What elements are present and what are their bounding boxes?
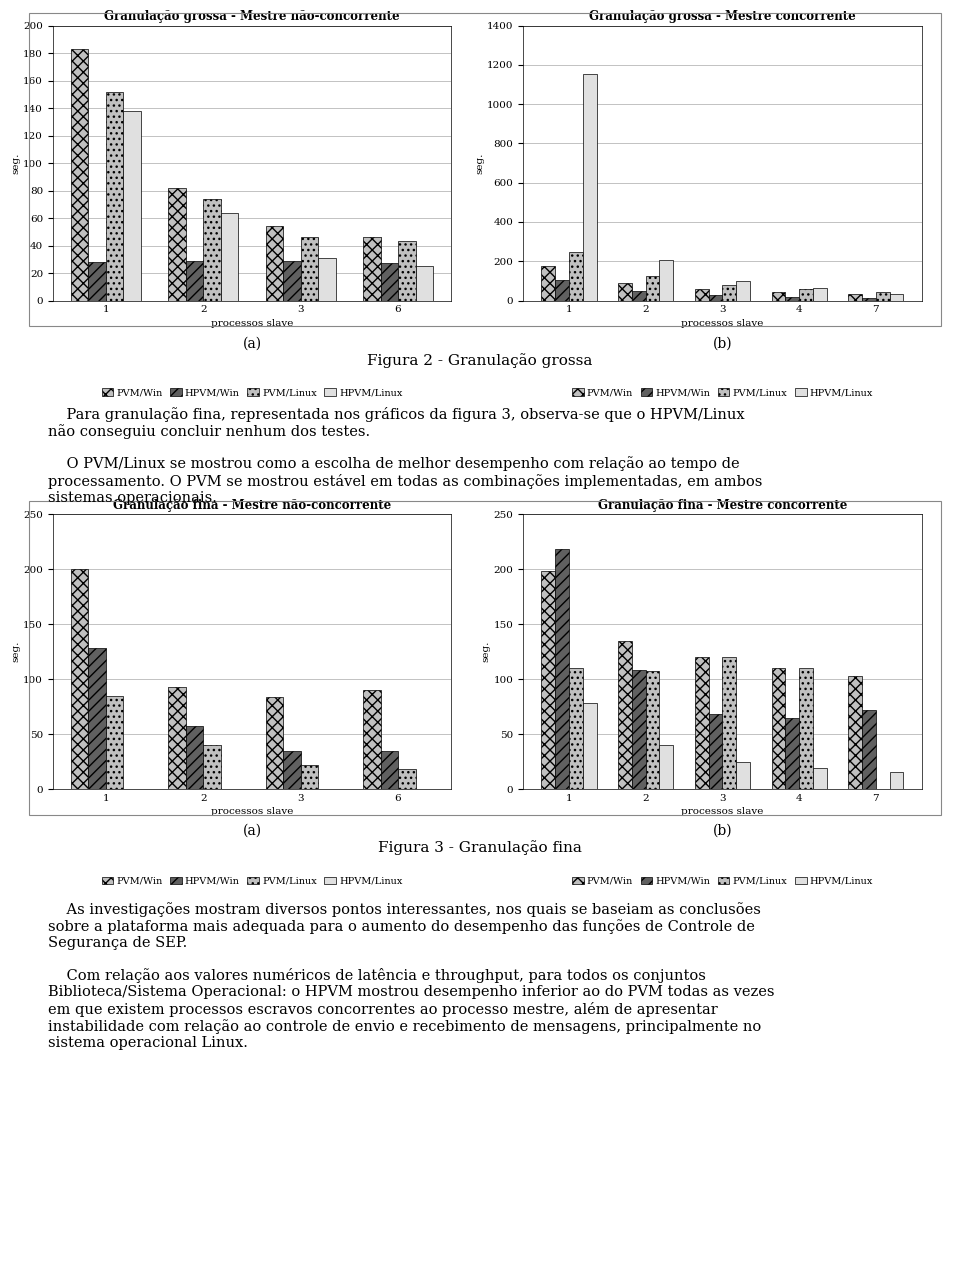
Text: Figura 3 - Granulação fina: Figura 3 - Granulação fina bbox=[378, 840, 582, 856]
Bar bbox=[632, 290, 646, 301]
Bar bbox=[890, 771, 903, 789]
Bar bbox=[363, 238, 380, 301]
Title: Granulação grossa - Mestre concorrente: Granulação grossa - Mestre concorrente bbox=[589, 10, 855, 23]
Text: Figura 2 - Granulação grossa: Figura 2 - Granulação grossa bbox=[368, 353, 592, 368]
Bar bbox=[708, 715, 722, 789]
Bar bbox=[88, 648, 106, 789]
Bar bbox=[646, 671, 660, 789]
Title: Granulação fina - Mestre não-concorrente: Granulação fina - Mestre não-concorrente bbox=[113, 499, 391, 512]
Bar bbox=[555, 280, 569, 301]
Bar bbox=[722, 285, 736, 301]
Bar bbox=[124, 111, 141, 301]
Bar bbox=[876, 293, 890, 301]
Bar bbox=[583, 703, 596, 789]
Bar bbox=[541, 266, 555, 301]
Bar bbox=[862, 710, 876, 789]
Y-axis label: seg.: seg. bbox=[482, 641, 491, 663]
Bar bbox=[583, 74, 596, 301]
Bar bbox=[695, 289, 708, 301]
X-axis label: processos slave: processos slave bbox=[682, 807, 763, 816]
Y-axis label: seg.: seg. bbox=[475, 152, 484, 174]
Bar bbox=[88, 262, 106, 301]
Bar bbox=[300, 238, 318, 301]
Bar bbox=[632, 670, 646, 789]
Text: O PVM/Linux se mostrou como a escolha de melhor desempenho com relação ao tempo : O PVM/Linux se mostrou como a escolha de… bbox=[48, 457, 762, 505]
Y-axis label: seg.: seg. bbox=[12, 641, 20, 663]
Bar bbox=[772, 668, 785, 789]
Bar bbox=[266, 697, 283, 789]
Bar bbox=[318, 258, 336, 301]
Bar bbox=[722, 657, 736, 789]
Bar bbox=[799, 289, 813, 301]
Bar bbox=[541, 572, 555, 789]
Bar bbox=[849, 675, 862, 789]
Bar bbox=[785, 297, 799, 301]
Legend: PVM/Win, HPVM/Win, PVM/Linux, HPVM/Linux: PVM/Win, HPVM/Win, PVM/Linux, HPVM/Linux bbox=[99, 385, 405, 400]
Text: Com relação aos valores numéricos de latência e throughput, para todos os conjun: Com relação aos valores numéricos de lat… bbox=[48, 968, 775, 1050]
Bar bbox=[186, 726, 204, 789]
Y-axis label: seg.: seg. bbox=[12, 152, 20, 174]
Bar bbox=[890, 294, 903, 301]
Bar bbox=[708, 294, 722, 301]
Bar bbox=[799, 668, 813, 789]
Bar bbox=[363, 691, 380, 789]
Bar bbox=[736, 761, 750, 789]
Bar bbox=[204, 746, 221, 789]
Bar bbox=[398, 242, 416, 301]
Bar bbox=[813, 288, 827, 301]
Bar bbox=[266, 226, 283, 301]
Bar bbox=[186, 261, 204, 301]
X-axis label: processos slave: processos slave bbox=[211, 318, 293, 327]
Bar bbox=[398, 770, 416, 789]
X-axis label: processos slave: processos slave bbox=[211, 807, 293, 816]
Bar bbox=[283, 261, 300, 301]
Bar bbox=[204, 198, 221, 301]
Bar bbox=[380, 751, 398, 789]
Bar bbox=[660, 746, 673, 789]
Bar bbox=[618, 283, 632, 301]
Bar bbox=[569, 252, 583, 301]
Bar bbox=[300, 765, 318, 789]
Text: (b): (b) bbox=[712, 336, 732, 350]
Bar bbox=[106, 696, 124, 789]
Legend: PVM/Win, HPVM/Win, PVM/Linux, HPVM/Linux: PVM/Win, HPVM/Win, PVM/Linux, HPVM/Linux bbox=[569, 874, 876, 889]
Title: Granulação fina - Mestre concorrente: Granulação fina - Mestre concorrente bbox=[598, 499, 847, 512]
Bar bbox=[646, 276, 660, 301]
Legend: PVM/Win, HPVM/Win, PVM/Linux, HPVM/Linux: PVM/Win, HPVM/Win, PVM/Linux, HPVM/Linux bbox=[99, 874, 405, 889]
Bar bbox=[416, 266, 433, 301]
Bar bbox=[785, 718, 799, 789]
Bar bbox=[736, 281, 750, 301]
Bar bbox=[813, 769, 827, 789]
Bar bbox=[221, 212, 238, 301]
Title: Granulação grossa - Mestre não-concorrente: Granulação grossa - Mestre não-concorren… bbox=[105, 10, 399, 23]
Bar bbox=[71, 569, 88, 789]
Text: (a): (a) bbox=[243, 336, 261, 350]
Text: Para granulação fina, representada nos gráficos da figura 3, observa-se que o HP: Para granulação fina, representada nos g… bbox=[48, 407, 745, 439]
Bar bbox=[849, 294, 862, 301]
X-axis label: processos slave: processos slave bbox=[682, 318, 763, 327]
Text: (b): (b) bbox=[712, 824, 732, 838]
Bar bbox=[695, 657, 708, 789]
Bar bbox=[168, 687, 186, 789]
Bar bbox=[618, 641, 632, 789]
Bar bbox=[772, 293, 785, 301]
Bar bbox=[380, 263, 398, 301]
Bar bbox=[283, 751, 300, 789]
Bar bbox=[168, 188, 186, 301]
Bar bbox=[569, 668, 583, 789]
Text: (a): (a) bbox=[243, 824, 261, 838]
Bar bbox=[862, 298, 876, 301]
Text: As investigações mostram diversos pontos interessantes, nos quais se baseiam as : As investigações mostram diversos pontos… bbox=[48, 902, 761, 950]
Bar bbox=[555, 550, 569, 789]
Legend: PVM/Win, HPVM/Win, PVM/Linux, HPVM/Linux: PVM/Win, HPVM/Win, PVM/Linux, HPVM/Linux bbox=[569, 385, 876, 400]
Bar bbox=[660, 261, 673, 301]
Bar bbox=[106, 92, 124, 301]
Bar bbox=[71, 49, 88, 301]
